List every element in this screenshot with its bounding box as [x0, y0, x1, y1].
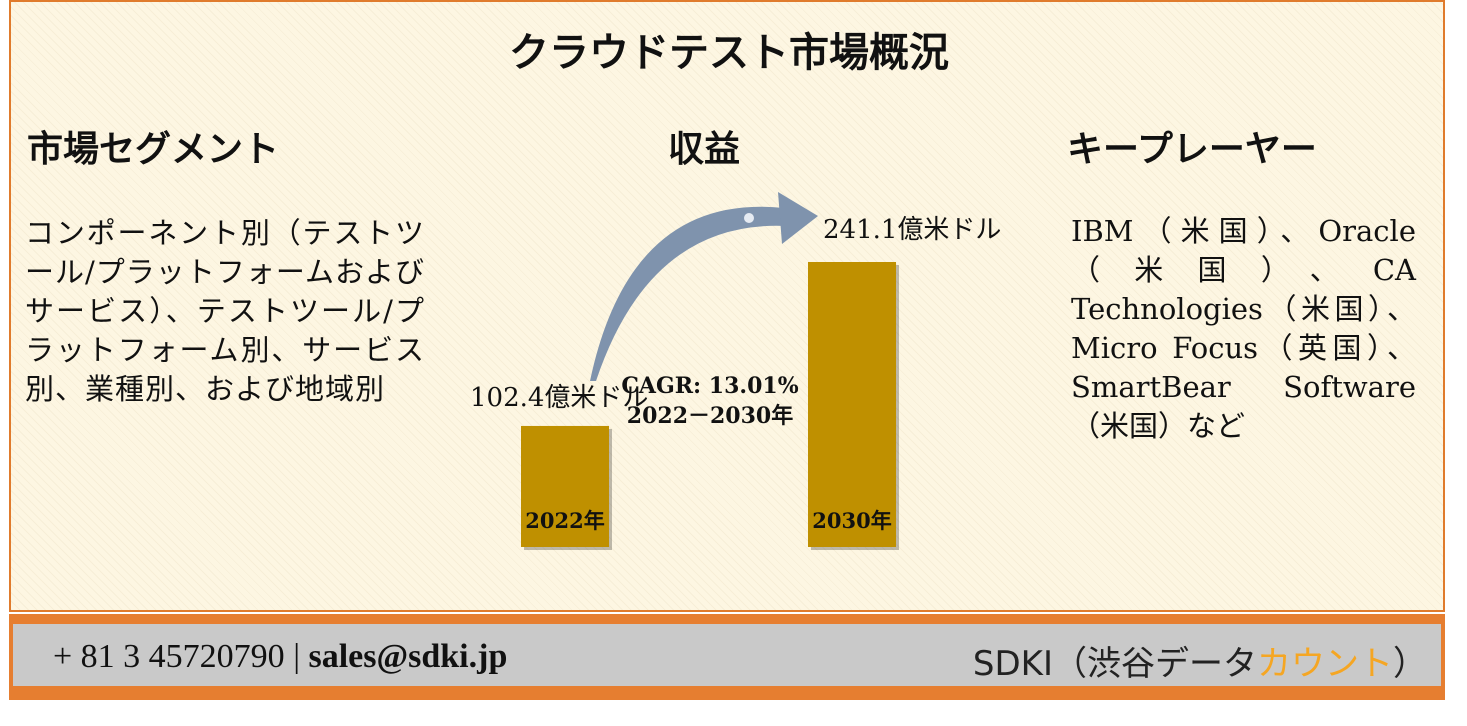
category-label-0: 2022年 [525, 508, 604, 533]
key-players-text: IBM（米国）、Oracle（米国）、CA Technologies（米国）、M… [1071, 214, 1416, 443]
footer-bar: + 81 3 45720790 | sales@sdki.jp SDKI（渋谷デ… [13, 624, 1441, 686]
cagr-label-0: CAGR: 13.01% [621, 373, 798, 399]
bar-0 [521, 425, 609, 547]
brand-accent: カウント [1257, 644, 1393, 684]
category-label-1: 2030年 [812, 508, 891, 533]
arrow-highlight [744, 213, 754, 223]
market-segment-text: コンポーネント別（テストツール/プラットフォームおよびサービス）、テストツール/… [25, 216, 425, 406]
value-label-0: 102.4億米ドル [470, 383, 648, 413]
bar-1 [808, 262, 896, 547]
email-link[interactable]: sales@sdki.jp [308, 638, 508, 675]
overview-panel: クラウドテスト市場概況 市場セグメント 収益 キープレーヤー コンポーネント別（… [9, 0, 1445, 612]
footer: + 81 3 45720790 | sales@sdki.jp SDKI（渋谷デ… [9, 614, 1445, 700]
contact-info: + 81 3 45720790 | sales@sdki.jp [53, 638, 507, 676]
value-label-1: 241.1億米ドル [823, 215, 1001, 245]
cagr-label-1: 2022－2030年 [627, 403, 793, 429]
page-title: クラウドテスト市場概況 [509, 29, 949, 76]
growth-arrow-body [590, 206, 786, 381]
separator: | [293, 638, 300, 675]
revenue-heading: 収益 [667, 128, 740, 170]
revenue-chart: 2022年 102.4億米ドル 2030年 241.1億米ドル CAGR: 13.01%… [470, 192, 1001, 550]
growth-arrow-head [778, 192, 818, 244]
phone-number: + 81 3 45720790 [53, 638, 285, 675]
brand-name: SDKI（渋谷データカウント） [973, 636, 1427, 685]
brand-suffix: ） [1393, 644, 1427, 684]
key-players-heading: キープレーヤー [1067, 128, 1317, 170]
market-segment-heading: 市場セグメント [27, 128, 280, 170]
brand-prefix: SDKI（渋谷データ [972, 644, 1257, 684]
